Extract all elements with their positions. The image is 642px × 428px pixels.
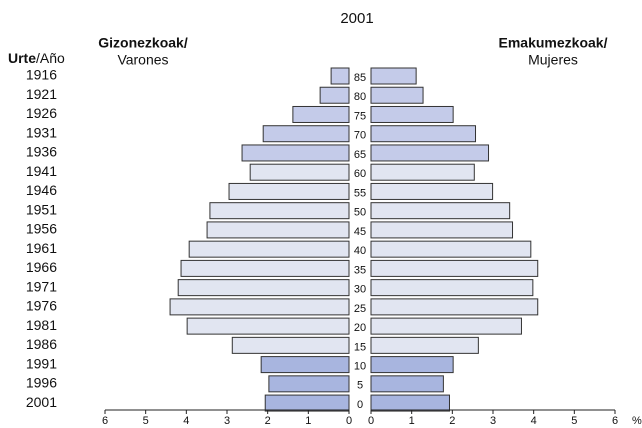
x-tick-label: 2 [449, 415, 455, 427]
age-label: 10 [354, 361, 366, 373]
bar [370, 182, 494, 200]
y-tick-label: 1931 [26, 124, 57, 140]
category-title-rest: /Año [36, 50, 65, 66]
legend-female-2: Mujeres [528, 52, 578, 68]
bar [260, 356, 350, 374]
y-tick-label: 1946 [26, 182, 57, 198]
y-tick-label: 1921 [26, 86, 57, 102]
x-tick-label: 0 [346, 415, 352, 427]
bar [370, 67, 417, 85]
x-tick-label: 4 [183, 415, 189, 427]
age-label: 80 [354, 91, 366, 103]
age-label: 0 [357, 399, 363, 411]
bar [370, 240, 532, 258]
chart-title: 2001 [340, 10, 373, 27]
y-tick-label: 1986 [26, 336, 57, 352]
bar [370, 394, 450, 412]
x-tick-label: 3 [490, 415, 496, 427]
bar [231, 336, 350, 354]
y-tick-label: 1936 [26, 144, 57, 160]
bar [370, 221, 514, 239]
y-tick-label: 1961 [26, 240, 57, 256]
y-tick-label: 2001 [26, 394, 57, 410]
bar [370, 259, 539, 277]
bar [241, 144, 350, 162]
age-label: 45 [354, 226, 366, 238]
age-label: 70 [354, 130, 366, 142]
age-label: 60 [354, 168, 366, 180]
bar [370, 202, 511, 220]
x-tick-label: 2 [265, 415, 271, 427]
age-label: 15 [354, 341, 366, 353]
y-tick-label: 1926 [26, 105, 57, 121]
y-tick-label: 1941 [26, 163, 57, 179]
bar [370, 105, 454, 123]
bar [188, 240, 350, 258]
bar [330, 67, 350, 85]
age-label: 5 [357, 380, 363, 392]
x-unit: % [632, 415, 642, 427]
legend-male: Gizonezkoak/ [98, 35, 188, 51]
y-tick-label: 1976 [26, 298, 57, 314]
bar [209, 202, 350, 220]
bar [169, 298, 350, 316]
y-tick-label: 1916 [26, 67, 57, 83]
age-label: 50 [354, 207, 366, 219]
bar [370, 336, 479, 354]
x-tick-label: 3 [224, 415, 230, 427]
bar [370, 317, 522, 335]
x-tick-label: 5 [571, 415, 577, 427]
x-tick-label: 4 [531, 415, 537, 427]
bar [370, 279, 534, 297]
bar [370, 356, 454, 374]
y-tick-label: 1996 [26, 375, 57, 391]
x-tick-label: 5 [143, 415, 149, 427]
category-title: Urte/Año [8, 50, 65, 66]
bar [370, 298, 539, 316]
bar [292, 105, 350, 123]
age-label: 30 [354, 284, 366, 296]
bar [228, 182, 350, 200]
legend-male-2: Varones [117, 52, 168, 68]
y-tick-label: 1981 [26, 317, 57, 333]
x-tick-label: 6 [102, 415, 108, 427]
age-label: 20 [354, 322, 366, 334]
bar [177, 279, 350, 297]
x-tick-label: 1 [409, 415, 415, 427]
bar [264, 394, 350, 412]
bar [262, 125, 350, 143]
age-label: 75 [354, 110, 366, 122]
age-label: 85 [354, 72, 366, 84]
bar [319, 86, 350, 104]
y-tick-label: 1991 [26, 355, 57, 371]
y-tick-label: 1956 [26, 221, 57, 237]
age-label: 25 [354, 303, 366, 315]
bar [370, 144, 490, 162]
bar [186, 317, 350, 335]
y-tick-label: 1966 [26, 259, 57, 275]
bar [370, 86, 424, 104]
age-label: 40 [354, 245, 366, 257]
legend-female: Emakumezkoak/ [499, 35, 608, 51]
x-tick-label: 0 [368, 415, 374, 427]
y-tick-label: 1971 [26, 278, 57, 294]
bar [180, 259, 350, 277]
age-label: 35 [354, 264, 366, 276]
bar [370, 163, 475, 181]
bar [206, 221, 350, 239]
age-label: 65 [354, 149, 366, 161]
x-tick-label: 6 [612, 415, 618, 427]
bar [370, 375, 444, 393]
x-tick-label: 1 [305, 415, 311, 427]
y-tick-label: 1951 [26, 201, 57, 217]
bar [268, 375, 350, 393]
age-label: 55 [354, 187, 366, 199]
category-title-bold: Urte [8, 50, 36, 66]
bar [249, 163, 350, 181]
bar [370, 125, 477, 143]
